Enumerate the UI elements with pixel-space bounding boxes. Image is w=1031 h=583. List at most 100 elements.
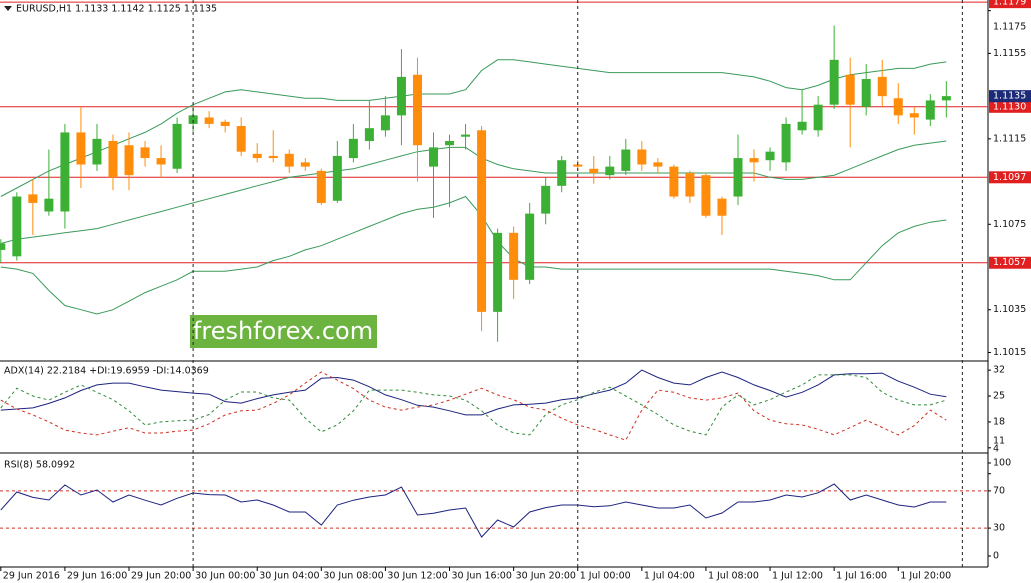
candle-body bbox=[941, 96, 951, 101]
candle-body bbox=[0, 243, 6, 250]
level-label-box bbox=[989, 171, 1031, 184]
candle-body bbox=[76, 132, 86, 165]
indicator-line bbox=[0, 195, 947, 315]
x-tick-label: 30 Jun 12:00 bbox=[387, 571, 447, 582]
y-tick-label: 1.1075 bbox=[993, 219, 1026, 230]
candle-body bbox=[60, 132, 70, 212]
candle-body bbox=[316, 170, 326, 203]
candle-body bbox=[893, 98, 903, 116]
candle-body bbox=[797, 121, 807, 131]
candle-body bbox=[829, 59, 839, 105]
watermark: freshforex.com bbox=[193, 317, 373, 345]
y-tick-label: 70 bbox=[993, 485, 1005, 496]
x-tick-label: 1 Jul 08:00 bbox=[708, 571, 759, 582]
y-tick-label: 30 bbox=[993, 523, 1005, 534]
x-tick-label: 1 Jul 20:00 bbox=[900, 571, 951, 582]
x-tick-label: 30 Jun 16:00 bbox=[452, 571, 512, 582]
candle-body bbox=[124, 145, 134, 176]
candle-body bbox=[909, 113, 919, 118]
y-tick-label: 100 bbox=[993, 457, 1011, 468]
indicator-line bbox=[0, 483, 947, 538]
level-label-box bbox=[989, 100, 1031, 113]
candle-body bbox=[12, 196, 22, 257]
candle-body bbox=[236, 126, 246, 152]
indicator-line bbox=[0, 374, 947, 436]
level-label: 1.1130 bbox=[993, 101, 1026, 112]
y-tick-label: 1.1035 bbox=[993, 304, 1026, 315]
y-tick-label: 18 bbox=[993, 416, 1005, 427]
x-tick-label: 1 Jul 12:00 bbox=[772, 571, 823, 582]
candle-body bbox=[204, 117, 214, 124]
candle-body bbox=[669, 166, 679, 197]
candle-body bbox=[557, 160, 567, 186]
indicator-line bbox=[0, 59, 947, 197]
candle-body bbox=[701, 175, 711, 216]
candle-body bbox=[877, 76, 887, 97]
candle-body bbox=[621, 149, 631, 171]
candle-body bbox=[348, 138, 358, 159]
x-tick-label: 30 Jun 20:00 bbox=[516, 571, 576, 582]
last-price-box bbox=[989, 90, 1031, 103]
y-tick-label: 25 bbox=[993, 391, 1005, 402]
x-tick-label: 30 Jun 04:00 bbox=[259, 571, 319, 582]
y-tick-label: 1.1155 bbox=[993, 48, 1026, 59]
x-tick-label: 29 Jun 2016 bbox=[3, 571, 60, 582]
candle-body bbox=[573, 164, 583, 167]
y-tick-label: 1.1175 bbox=[993, 22, 1026, 33]
candle-body bbox=[156, 158, 166, 165]
candle-body bbox=[364, 128, 374, 141]
candle-body bbox=[396, 76, 406, 116]
candle-body bbox=[172, 123, 182, 169]
candle-body bbox=[509, 232, 519, 280]
candle-body bbox=[445, 140, 455, 146]
candle-body bbox=[749, 158, 759, 163]
candle-body bbox=[653, 162, 663, 167]
candle-body bbox=[637, 149, 647, 165]
x-tick-label: 1 Jul 00:00 bbox=[580, 571, 631, 582]
candle-body bbox=[605, 166, 615, 176]
x-tick-label: 29 Jun 20:00 bbox=[131, 571, 191, 582]
panel-title: EURUSD,H1 1.1133 1.1142 1.1125 1.1135 bbox=[16, 4, 217, 15]
candle-body bbox=[44, 198, 54, 212]
candle-body bbox=[733, 158, 743, 197]
level-label-box bbox=[989, 0, 1031, 9]
y-tick-label: 0 bbox=[993, 551, 999, 562]
last-price-label: 1.1135 bbox=[993, 91, 1026, 102]
panel-title: ADX(14) 22.2184 +DI:19.6959 -DI:14.0369 bbox=[4, 366, 209, 377]
x-tick-label: 1 Jul 16:00 bbox=[836, 571, 887, 582]
x-tick-label: 30 Jun 00:00 bbox=[195, 571, 255, 582]
candle-body bbox=[525, 213, 535, 280]
candle-body bbox=[461, 134, 471, 137]
candle-body bbox=[108, 140, 118, 178]
y-tick-label: 4 bbox=[993, 444, 999, 455]
candle-body bbox=[268, 155, 278, 159]
watermark-box bbox=[190, 315, 377, 348]
level-label-box bbox=[989, 256, 1031, 269]
level-label: 1.1179 bbox=[993, 0, 1026, 8]
menu-arrow[interactable] bbox=[4, 6, 12, 11]
candle-body bbox=[925, 100, 935, 120]
x-tick-label: 29 Jun 16:00 bbox=[67, 571, 127, 582]
candle-body bbox=[140, 147, 150, 159]
y-tick-label: 1.1015 bbox=[993, 347, 1026, 358]
candle-body bbox=[541, 185, 551, 214]
candle-body bbox=[765, 151, 775, 161]
level-label: 1.1097 bbox=[993, 172, 1026, 183]
candle-body bbox=[220, 121, 230, 127]
candle-body bbox=[188, 115, 198, 124]
candle-body bbox=[717, 198, 727, 216]
candle-body bbox=[685, 173, 695, 197]
x-tick-label: 1 Jul 04:00 bbox=[644, 571, 695, 582]
candle-body bbox=[429, 147, 439, 167]
panel-title: RSI(8) 58.0992 bbox=[4, 460, 75, 471]
indicator-line bbox=[0, 369, 947, 416]
candle-body bbox=[284, 153, 294, 167]
candle-body bbox=[28, 194, 38, 203]
candle-body bbox=[493, 232, 503, 312]
candle-body bbox=[861, 79, 871, 107]
candle-body bbox=[813, 104, 823, 131]
candle-body bbox=[300, 162, 310, 167]
indicator-line bbox=[0, 140, 947, 244]
